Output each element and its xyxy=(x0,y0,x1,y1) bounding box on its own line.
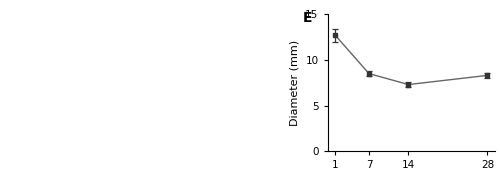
Text: E: E xyxy=(302,11,312,25)
Y-axis label: Diameter (mm): Diameter (mm) xyxy=(290,40,300,126)
